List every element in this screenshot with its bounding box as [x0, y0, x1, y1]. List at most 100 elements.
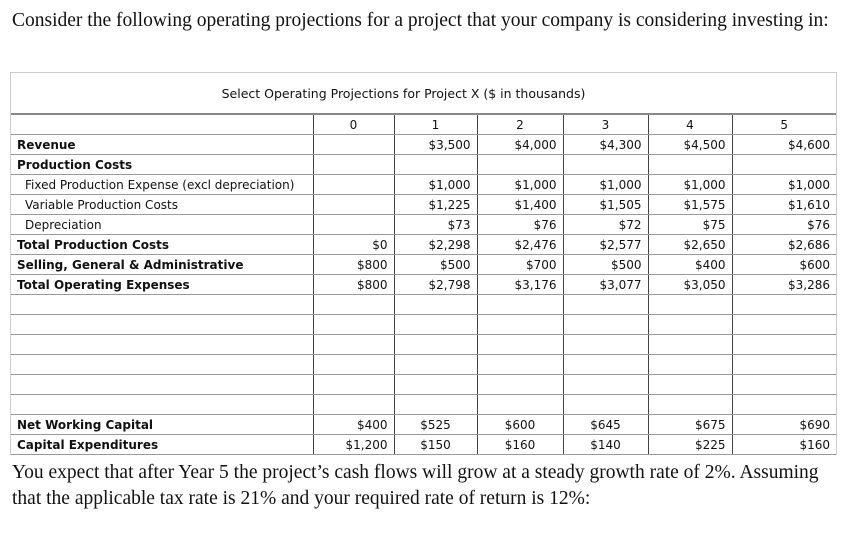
- empty-cell: [647, 294, 732, 315]
- row-value: $76: [476, 214, 563, 235]
- empty-cell: [393, 314, 477, 335]
- empty-cell: [312, 294, 394, 315]
- row-value: $2,577: [562, 234, 648, 255]
- row-value: $1,000: [476, 174, 563, 195]
- row-value: $160: [731, 434, 836, 455]
- row-value: $225: [647, 434, 732, 455]
- row-value: $1,000: [393, 174, 477, 195]
- row-value: $2,476: [476, 234, 563, 255]
- row-label: Net Working Capital: [11, 414, 313, 435]
- row-label: Capital Expenditures: [11, 434, 313, 455]
- year-header: 1: [393, 115, 477, 135]
- row-value: $675: [647, 414, 732, 435]
- table-row: Variable Production Costs $1,225 $1,400 $1,…: [11, 194, 836, 215]
- empty-cell: [562, 354, 648, 375]
- row-label: Total Operating Expenses: [11, 274, 313, 295]
- row-label: Depreciation: [11, 214, 313, 235]
- row-value: [312, 134, 394, 155]
- row-value: $2,798: [393, 274, 477, 295]
- row-value: $700: [476, 254, 563, 275]
- row-value: $800: [312, 274, 394, 295]
- row-value: $4,600: [731, 134, 836, 155]
- question-outro: You expect that after Year 5 the project…: [12, 462, 819, 509]
- row-value: $4,000: [476, 134, 563, 155]
- row-value: $4,300: [562, 134, 648, 155]
- table-row: Depreciation $73 $76 $72 $75 $76: [11, 214, 836, 235]
- row-value: $1,000: [647, 174, 732, 195]
- row-value: $500: [562, 254, 648, 275]
- row-value: $400: [647, 254, 732, 275]
- row-value: $500: [393, 254, 477, 275]
- row-value: $1,200: [312, 434, 394, 455]
- empty-cell: [731, 374, 836, 395]
- empty-row: [11, 374, 836, 395]
- row-value: $600: [476, 414, 563, 435]
- empty-cell: [731, 294, 836, 315]
- empty-cell: [647, 374, 732, 395]
- empty-cell: [647, 314, 732, 335]
- row-value: [312, 194, 394, 215]
- empty-cell: [393, 294, 477, 315]
- row-value: $1,225: [393, 194, 477, 215]
- table-row: Net Working Capital $400 $525 $600 $645 $675 $…: [11, 414, 836, 435]
- empty-cell: [393, 334, 477, 355]
- row-value: $400: [312, 414, 394, 435]
- row-value: $3,286: [731, 274, 836, 295]
- row-value: $800: [312, 254, 394, 275]
- empty-row: [11, 294, 836, 315]
- empty-cell: [476, 394, 563, 415]
- row-value: [731, 154, 836, 175]
- row-value: $3,500: [393, 134, 477, 155]
- empty-cell: [476, 334, 563, 355]
- row-value: $3,077: [562, 274, 648, 295]
- empty-cell: [11, 394, 313, 415]
- empty-cell: [731, 314, 836, 335]
- empty-cell: [312, 334, 394, 355]
- table-title: Select Operating Projections for Project…: [11, 73, 836, 115]
- year-header: 3: [562, 115, 648, 135]
- empty-cell: [312, 354, 394, 375]
- empty-cell: [393, 394, 477, 415]
- empty-cell: [312, 374, 394, 395]
- row-value: $0: [312, 234, 394, 255]
- row-value: $150: [393, 434, 477, 455]
- empty-cell: [312, 314, 394, 335]
- year-header: 0: [312, 115, 394, 135]
- question-intro: Consider the following operating project…: [12, 10, 829, 31]
- empty-cell: [731, 394, 836, 415]
- row-value: $1,610: [731, 194, 836, 215]
- row-value: [476, 154, 563, 175]
- empty-cell: [11, 314, 313, 335]
- row-value: $1,575: [647, 194, 732, 215]
- empty-cell: [562, 314, 648, 335]
- empty-cell: [562, 334, 648, 355]
- row-value: [312, 174, 394, 195]
- row-value: $1,000: [731, 174, 836, 195]
- row-value: $160: [476, 434, 563, 455]
- projections-table: Select Operating Projections for Project…: [10, 72, 837, 455]
- empty-row: [11, 354, 836, 375]
- row-value: [647, 154, 732, 175]
- row-value: [393, 154, 477, 175]
- row-value: $1,505: [562, 194, 648, 215]
- row-value: $3,176: [476, 274, 563, 295]
- empty-row: [11, 334, 836, 355]
- year-header: 5: [731, 115, 836, 135]
- empty-cell: [562, 374, 648, 395]
- empty-cell: [647, 394, 732, 415]
- row-value: $140: [562, 434, 648, 455]
- row-value: [562, 154, 648, 175]
- header-blank: [11, 115, 313, 135]
- empty-cell: [731, 334, 836, 355]
- empty-row: [11, 394, 836, 415]
- row-label: Selling, General & Administrative: [11, 254, 313, 275]
- row-value: $1,000: [562, 174, 648, 195]
- row-value: $2,686: [731, 234, 836, 255]
- empty-cell: [393, 374, 477, 395]
- table-row: Total Production Costs $0 $2,298 $2,476 $2,5…: [11, 234, 836, 255]
- table-row: Revenue $3,500 $4,000 $4,300 $4,500 $4,600: [11, 134, 836, 155]
- row-value: $72: [562, 214, 648, 235]
- empty-cell: [312, 394, 394, 415]
- table-row: Production Costs: [11, 154, 836, 175]
